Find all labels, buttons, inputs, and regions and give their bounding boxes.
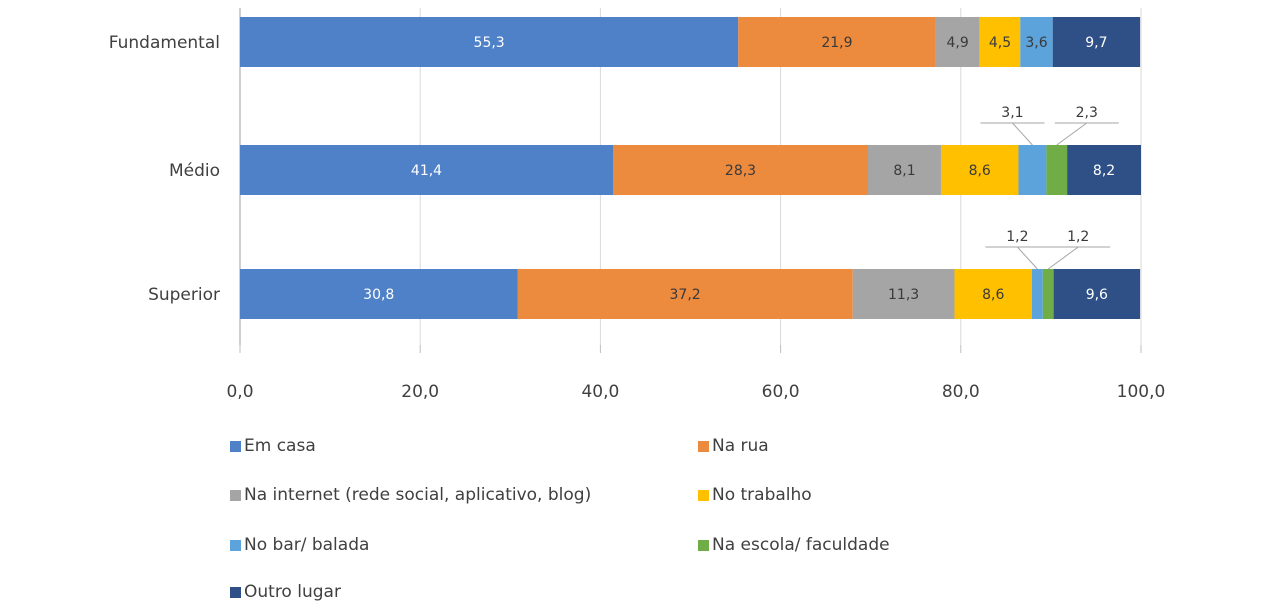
- data-label-0-0: 55,3: [474, 35, 505, 51]
- x-tick-label-3: 60,0: [762, 382, 800, 402]
- bar-segment-0-2: [935, 17, 980, 67]
- data-label-2-2: 11,3: [888, 287, 919, 303]
- bar-segment-1-6: [1067, 145, 1141, 195]
- bar-segment-0-1: [738, 17, 936, 67]
- data-label-1-0: 41,4: [411, 163, 442, 179]
- bar-segment-2-3: [954, 269, 1032, 319]
- x-tick-label-5: 100,0: [1117, 382, 1166, 402]
- data-label-0-1: 21,9: [821, 35, 852, 51]
- callout-label-1-4: 3,1: [1001, 105, 1023, 121]
- category-label-2: Superior: [148, 285, 220, 305]
- bar-segment-1-0: [240, 145, 614, 195]
- callout-label-2-5: 1,2: [1067, 229, 1089, 245]
- callout-leader-2-5: [1047, 246, 1079, 270]
- category-label-0: Fundamental: [109, 33, 220, 53]
- bar-segment-2-6: [1053, 269, 1141, 319]
- callout-leader-1-4: [1012, 122, 1033, 146]
- data-label-0-2: 4,9: [947, 35, 969, 51]
- data-label-2-6: 9,6: [1086, 287, 1108, 303]
- bar-segment-2-4: [1031, 269, 1043, 319]
- bar-segment-0-0: [240, 17, 739, 67]
- bar-segment-0-3: [979, 17, 1021, 67]
- data-label-1-6: 8,2: [1093, 163, 1115, 179]
- data-label-2-0: 30,8: [363, 287, 394, 303]
- callout-label-2-4: 1,2: [1006, 229, 1028, 245]
- data-label-0-6: 9,7: [1085, 35, 1107, 51]
- bar-segment-2-5: [1042, 269, 1054, 319]
- data-label-2-1: 37,2: [670, 287, 701, 303]
- data-label-1-2: 8,1: [893, 163, 915, 179]
- data-label-0-4: 3,6: [1025, 35, 1047, 51]
- bar-segment-0-4: [1020, 17, 1053, 67]
- bar-segment-0-6: [1052, 17, 1141, 67]
- bar-segment-1-4: [1018, 145, 1047, 195]
- bar-segment-1-5: [1046, 145, 1068, 195]
- x-tick-label-1: 20,0: [401, 382, 439, 402]
- x-tick-label-2: 40,0: [581, 382, 619, 402]
- bar-segment-2-2: [852, 269, 955, 319]
- data-label-2-3: 8,6: [982, 287, 1004, 303]
- data-label-1-1: 28,3: [725, 163, 756, 179]
- data-label-1-3: 8,6: [969, 163, 991, 179]
- bar-segment-2-1: [517, 269, 853, 319]
- bar-segment-1-3: [940, 145, 1019, 195]
- category-label-1: Médio: [169, 161, 220, 181]
- callout-leader-2-4: [1017, 246, 1038, 270]
- x-tick-label-4: 80,0: [942, 382, 980, 402]
- bar-segment-1-2: [867, 145, 941, 195]
- bar-segment-2-0: [240, 269, 518, 319]
- callout-label-1-5: 2,3: [1076, 105, 1098, 121]
- callout-leader-1-5: [1056, 122, 1088, 146]
- bar-segment-1-1: [613, 145, 868, 195]
- data-label-0-3: 4,5: [989, 35, 1011, 51]
- x-tick-label-0: 0,0: [226, 382, 253, 402]
